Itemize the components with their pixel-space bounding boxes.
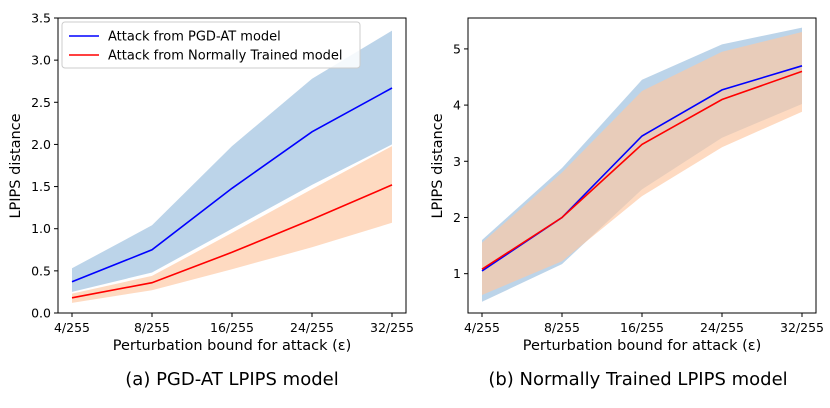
- chart-a-y-tick-label: 2.5: [31, 95, 51, 110]
- chart-a-caption: (a) PGD-AT LPIPS model: [125, 369, 338, 390]
- chart-a-x-ticks: 4/255 8/255 16/255 24/255 32/255: [54, 313, 414, 335]
- chart-a-y-tick-label: 3.0: [31, 53, 51, 68]
- chart-a: 4/255 8/255 16/255 24/255 32/255 0.0 0.5 1.0 1.…: [8, 11, 414, 391]
- chart-a-x-tick-label: 8/255: [134, 320, 170, 335]
- chart-b-x-axis-label: Perturbation bound for attack (ε): [523, 338, 762, 354]
- chart-a-line-normally-trained: [71, 184, 393, 299]
- chart-a-x-axis-label: Perturbation bound for attack (ε): [113, 338, 352, 354]
- chart-a-y-axis-label: LPIPS distance: [8, 113, 24, 218]
- chart-b-y-tick-label: 2: [453, 210, 461, 225]
- chart-b-x-tick-label: 8/255: [544, 320, 580, 335]
- chart-a-y-ticks: 0.0 0.5 1.0 1.5 2.0 2.5 3.0 3.5: [31, 11, 58, 321]
- chart-a-y-tick-label: 3.5: [31, 11, 51, 26]
- legend-box: [61, 21, 361, 69]
- chart-b-y-ticks: 1 2 3 4 5: [453, 41, 468, 281]
- chart-b-x-tick-label: 4/255: [464, 320, 500, 335]
- chart-a-band-normally-trained: [72, 146, 392, 303]
- chart-b-x-tick-label: 24/255: [700, 320, 744, 335]
- chart-b-y-tick-label: 5: [453, 41, 461, 56]
- chart-b-band-normally-trained: [482, 32, 802, 295]
- chart-b: 4/255 8/255 16/255 24/255 32/255 1 2 3 4 5 Pertu…: [430, 17, 824, 390]
- legend-label-normally-trained: Attack from Normally Trained model: [108, 49, 343, 64]
- chart-b-x-tick-label: 32/255: [780, 320, 824, 335]
- chart-b-lines: [481, 65, 803, 272]
- chart-a-lines: [71, 87, 393, 299]
- chart-b-line-normally-trained: [481, 70, 803, 270]
- chart-a-x-tick-label: 32/255: [370, 320, 414, 335]
- chart-a-band-pgd-at: [72, 30, 392, 292]
- chart-b-x-tick-label: 16/255: [620, 320, 664, 335]
- legend: Attack from PGD-AT model Attack from Nor…: [61, 21, 361, 69]
- chart-a-y-tick-label: 2.0: [31, 137, 51, 152]
- chart-a-x-tick-label: 24/255: [290, 320, 334, 335]
- chart-b-x-ticks: 4/255 8/255 16/255 24/255 32/255: [464, 313, 824, 335]
- chart-a-x-tick-label: 4/255: [54, 320, 90, 335]
- chart-b-caption: (b) Normally Trained LPIPS model: [488, 369, 787, 390]
- chart-b-bands: [482, 27, 802, 302]
- chart-a-line-pgd-at: [71, 87, 393, 283]
- chart-b-y-axis-label: LPIPS distance: [430, 113, 446, 218]
- legend-label-pgd-at: Attack from PGD-AT model: [108, 30, 281, 45]
- chart-a-y-tick-label: 1.5: [31, 179, 51, 194]
- chart-a-y-tick-label: 0.5: [31, 263, 51, 278]
- chart-a-x-tick-label: 16/255: [210, 320, 254, 335]
- chart-a-bands: [72, 30, 392, 303]
- chart-a-y-tick-label: 1.0: [31, 221, 51, 236]
- chart-b-y-tick-label: 4: [453, 98, 461, 113]
- chart-b-y-tick-label: 3: [453, 154, 461, 169]
- chart-b-y-tick-label: 1: [453, 266, 461, 281]
- chart-a-y-tick-label: 0.0: [31, 306, 51, 321]
